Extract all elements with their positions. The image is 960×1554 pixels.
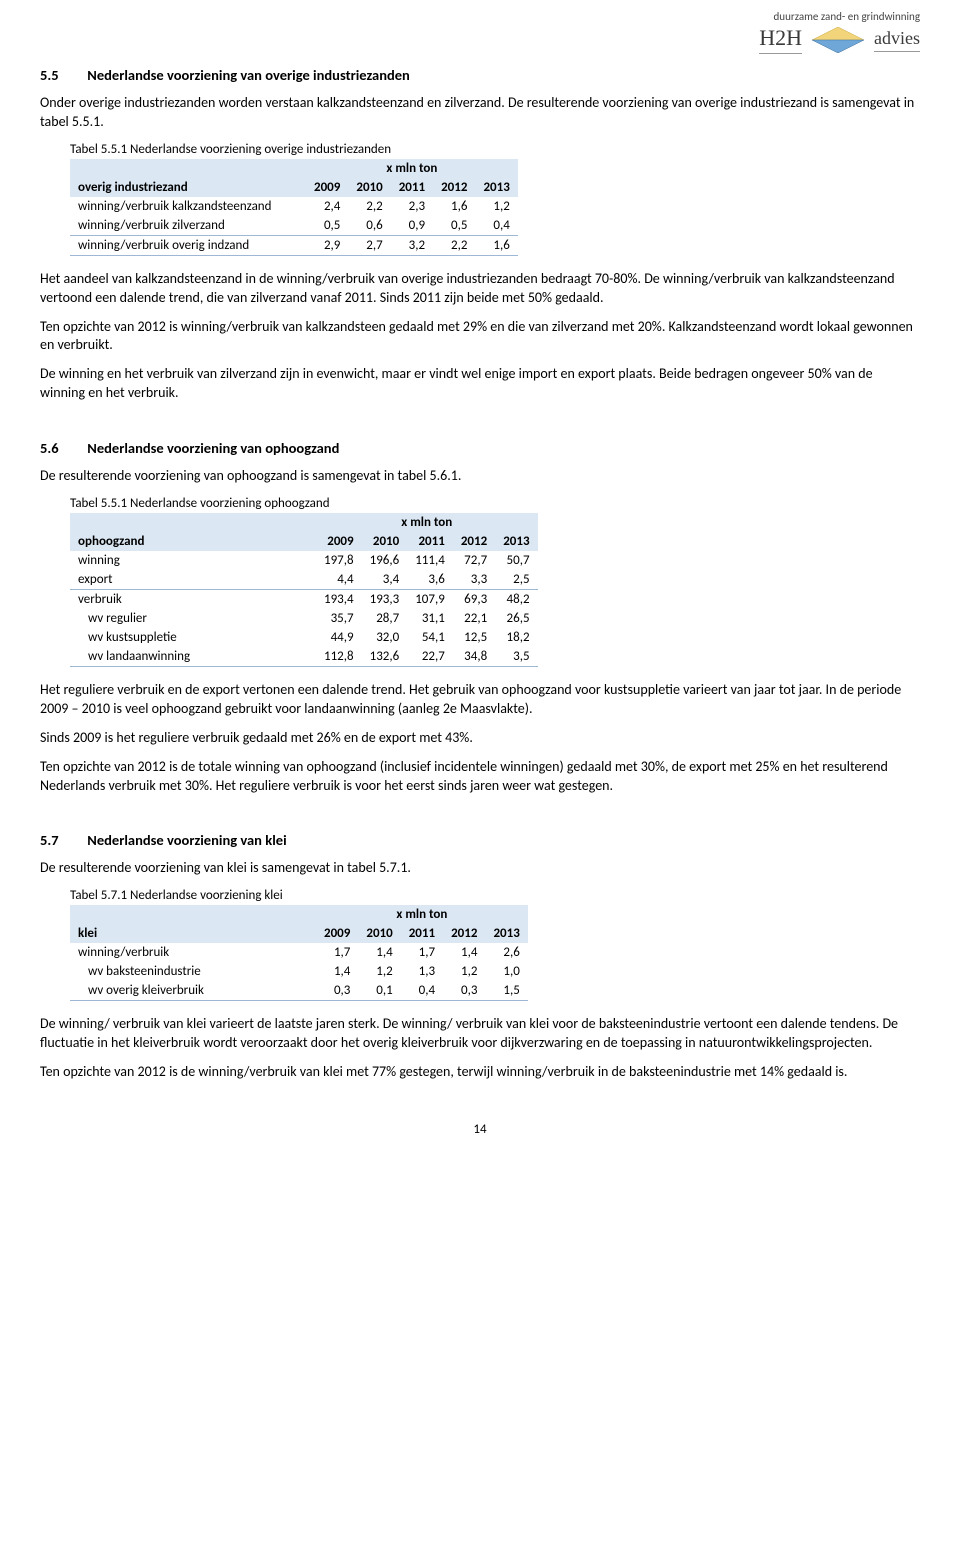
table-row: export 4,4 3,4 3,6 3,3 2,5: [70, 570, 538, 590]
section-5-7-title: 5.7 Nederlandse voorziening van klei: [40, 831, 920, 849]
col-header: 2009: [316, 532, 362, 551]
s57-p1: De resulterende voorziening van klei is …: [40, 859, 920, 878]
col-header: overig industriezand: [70, 178, 306, 197]
table-row: wv kustsuppletie 44,9 32,0 54,1 12,5 18,…: [70, 628, 538, 647]
col-header: 2012: [453, 532, 495, 551]
brand-right: advies: [874, 28, 920, 52]
section-number: 5.6: [40, 439, 84, 457]
section-5-5-title: 5.5 Nederlandse voorziening van overige …: [40, 66, 920, 84]
logo-diamond-icon: [812, 27, 864, 53]
table-row: wv overig kleiverbruik 0,3 0,1 0,4 0,3 1…: [70, 981, 528, 1001]
section-5-6-title: 5.6 Nederlandse voorziening van ophoogza…: [40, 439, 920, 457]
table-header-row: ophoogzand 2009 2010 2011 2012 2013: [70, 532, 538, 551]
section-heading: Nederlandse voorziening van klei: [87, 831, 286, 849]
table-row: winning 197,8 196,6 111,4 72,7 50,7: [70, 551, 538, 570]
s55-p4: De winning en het verbruik van zilverzan…: [40, 365, 920, 403]
s56-p2: Het reguliere verbruik en de export vert…: [40, 681, 920, 719]
unit-label: x mln ton: [306, 159, 518, 178]
unit-label: x mln ton: [316, 513, 538, 532]
s57-p3: Ten opzichte van 2012 is de winning/verb…: [40, 1063, 920, 1082]
col-header: ophoogzand: [70, 532, 316, 551]
section-number: 5.5: [40, 66, 84, 84]
col-header: klei: [70, 924, 316, 943]
table: x mln ton klei 2009 2010 2011 2012 2013 …: [70, 905, 528, 1001]
s55-p3: Ten opzichte van 2012 is winning/verbrui…: [40, 318, 920, 356]
table-row: winning/verbruik zilverzand 0,5 0,6 0,9 …: [70, 216, 518, 236]
col-header: 2011: [391, 178, 433, 197]
section-heading: Nederlandse voorziening van overige indu…: [87, 66, 410, 84]
s56-p4: Ten opzichte van 2012 is de totale winni…: [40, 758, 920, 796]
table-header-row: overig industriezand 2009 2010 2011 2012…: [70, 178, 518, 197]
table-header-row: klei 2009 2010 2011 2012 2013: [70, 924, 528, 943]
table-row: winning/verbruik 1,7 1,4 1,7 1,4 2,6: [70, 943, 528, 962]
col-header: 2013: [495, 532, 537, 551]
col-header: 2013: [475, 178, 517, 197]
col-header: 2010: [358, 924, 400, 943]
document-page: duurzame zand- en grindwinning H2H advie…: [0, 0, 960, 1187]
table-caption: Tabel 5.5.1 Nederlandse voorziening opho…: [70, 496, 920, 511]
table-caption: Tabel 5.7.1 Nederlandse voorziening klei: [70, 888, 920, 903]
col-header: 2011: [407, 532, 453, 551]
table-row: winning/verbruik kalkzandsteenzand 2,4 2…: [70, 197, 518, 216]
table-caption: Tabel 5.5.1 Nederlandse voorziening over…: [70, 142, 920, 157]
table-5-6-1: Tabel 5.5.1 Nederlandse voorziening opho…: [70, 496, 920, 667]
s56-p3: Sinds 2009 is het reguliere verbruik ged…: [40, 729, 920, 748]
page-number: 14: [40, 1122, 920, 1137]
table: x mln ton ophoogzand 2009 2010 2011 2012…: [70, 513, 538, 667]
s56-p1: De resulterende voorziening van ophoogza…: [40, 467, 920, 486]
col-header: 2013: [485, 924, 527, 943]
col-header: 2011: [401, 924, 443, 943]
table-row: wv landaanwinning 112,8 132,6 22,7 34,8 …: [70, 647, 538, 667]
brand-left: H2H: [759, 25, 802, 54]
s57-p2: De winning/ verbruik van klei varieert d…: [40, 1015, 920, 1053]
col-header: 2012: [433, 178, 475, 197]
table-row: verbruik 193,4 193,3 107,9 69,3 48,2: [70, 590, 538, 610]
section-number: 5.7: [40, 831, 84, 849]
col-header: 2012: [443, 924, 485, 943]
col-header: 2010: [362, 532, 408, 551]
s55-p2: Het aandeel van kalkzandsteenzand in de …: [40, 270, 920, 308]
table-row: wv regulier 35,7 28,7 31,1 22,1 26,5: [70, 609, 538, 628]
logo-area: duurzame zand- en grindwinning H2H advie…: [759, 10, 920, 54]
table-row: winning/verbruik overig indzand 2,9 2,7 …: [70, 235, 518, 255]
col-header: 2010: [348, 178, 390, 197]
s55-p1: Onder overige industriezanden worden ver…: [40, 94, 920, 132]
logo-tagline: duurzame zand- en grindwinning: [759, 10, 920, 23]
col-header: 2009: [306, 178, 348, 197]
table-5-5-1: Tabel 5.5.1 Nederlandse voorziening over…: [70, 142, 920, 256]
section-heading: Nederlandse voorziening van ophoogzand: [87, 439, 339, 457]
col-header: 2009: [316, 924, 358, 943]
table-row: wv baksteenindustrie 1,4 1,2 1,3 1,2 1,0: [70, 962, 528, 981]
table-5-7-1: Tabel 5.7.1 Nederlandse voorziening klei…: [70, 888, 920, 1001]
unit-label: x mln ton: [316, 905, 528, 924]
table: x mln ton overig industriezand 2009 2010…: [70, 159, 518, 256]
logo-row: H2H advies: [759, 25, 920, 54]
